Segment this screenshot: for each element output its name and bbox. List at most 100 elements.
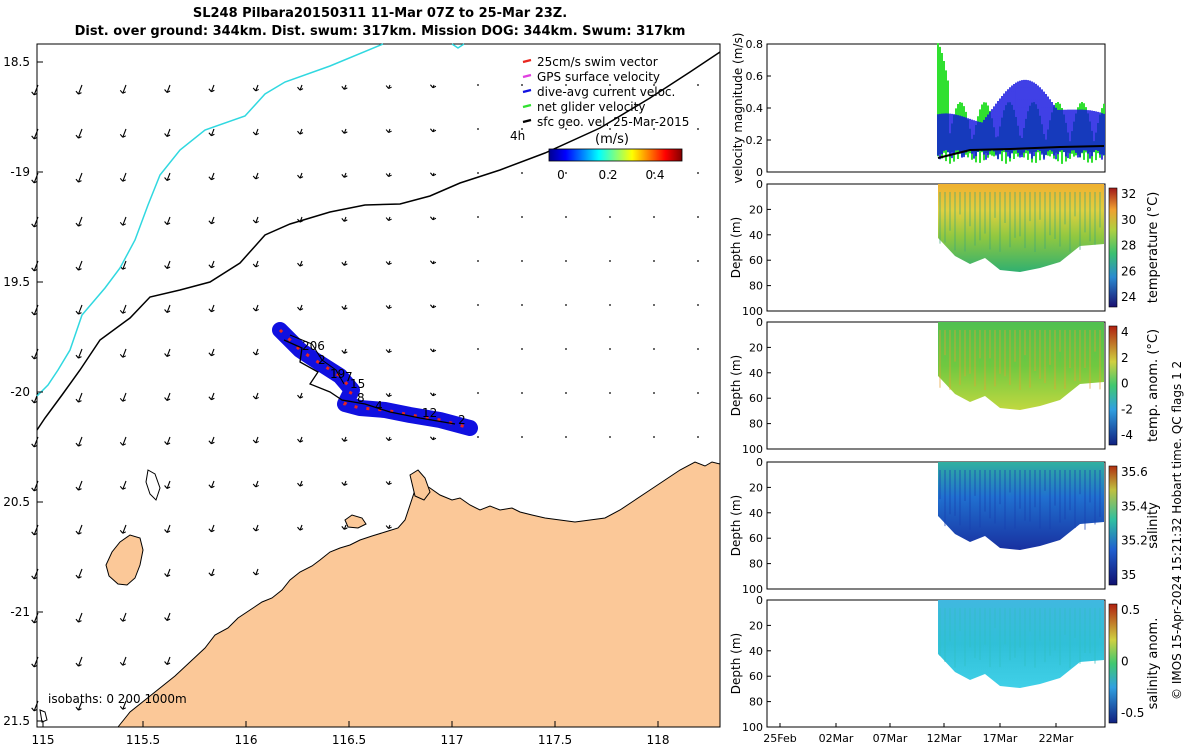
legend-swatch <box>522 103 532 109</box>
velocity-vector <box>385 128 392 134</box>
isobaths-label: isobaths: 0 200 1000m <box>48 692 187 706</box>
map-x-tick-label: 115.5 <box>126 733 160 747</box>
velocity-vector <box>653 436 655 438</box>
isobath-200m-line <box>451 43 465 49</box>
colorbar-tick-label: 0.4 <box>645 168 664 182</box>
velocity-vector <box>477 348 479 350</box>
depth-tick-label: 20 <box>749 203 763 216</box>
velocity-vector <box>341 172 348 178</box>
map-x-tick-label: 115 <box>32 733 55 747</box>
velocity-vector <box>75 260 83 271</box>
depth-tick-label: 40 <box>749 229 763 242</box>
velocity-vector <box>297 392 304 399</box>
velocity-vector <box>75 612 83 623</box>
section-colorbar <box>1108 187 1118 308</box>
velocity-vector <box>75 568 83 579</box>
velocity-vector <box>164 480 171 490</box>
section-data-field <box>938 462 1104 550</box>
velocity-vector <box>653 84 655 86</box>
velocity-vector <box>429 128 437 133</box>
velocity-vector <box>164 304 171 314</box>
depth-axis-label: Depth (m) <box>729 495 743 556</box>
depth-axis-label: Depth (m) <box>729 217 743 278</box>
velocity-vector <box>521 128 523 130</box>
velocity-vector <box>75 216 83 227</box>
island <box>105 534 144 586</box>
isobath-200m-line <box>36 43 384 397</box>
velocity-vector <box>477 84 479 86</box>
time-axis: 25Feb 02Mar 07Mar 12Mar 17Mar 22Mar <box>763 723 1074 745</box>
velocity-vector <box>521 216 523 218</box>
velocity-vector <box>565 84 567 86</box>
map-y-tick-label: 19.5 <box>3 275 30 289</box>
island <box>344 514 367 529</box>
island <box>39 709 48 723</box>
velocity-vector <box>164 656 171 666</box>
velocity-vector <box>565 304 567 306</box>
velocity-vector <box>609 216 611 218</box>
colorbar-tick-label: 35.2 <box>1121 534 1148 548</box>
depth-tick-label: 20 <box>749 619 763 632</box>
velocity-vector <box>697 304 699 306</box>
velocity-vector <box>119 612 127 622</box>
velocity-vector <box>119 84 127 94</box>
colorbar-tick-label: 32 <box>1121 187 1136 201</box>
island <box>145 469 161 501</box>
velocity-vector <box>385 84 392 90</box>
velocity-vector <box>565 128 567 130</box>
time-tick-label: 02Mar <box>819 732 854 745</box>
depth-tick-label: 80 <box>749 558 763 571</box>
velocity-vector <box>252 172 259 180</box>
depth-tick-label: 40 <box>749 367 763 380</box>
velocity-vector <box>297 172 304 179</box>
colorbar-tick-label: 0 <box>1121 377 1129 391</box>
velocity-vector <box>31 700 39 712</box>
velocity-vector <box>565 348 567 350</box>
velocity-vector <box>75 172 83 183</box>
legend-swatch <box>522 58 532 64</box>
map-y-tick-label: -19 <box>10 165 30 179</box>
velocity-vector <box>31 216 39 228</box>
depth-tick-label: 100 <box>742 305 763 318</box>
map-y-tick-label: 20.5 <box>3 495 30 509</box>
velocity-vector <box>565 172 567 174</box>
velocity-vector <box>31 480 39 492</box>
legend-label: dive-avg current veloc. <box>537 85 675 99</box>
depth-tick-label: 100 <box>742 721 763 734</box>
velocity-vector <box>164 436 171 446</box>
legend-label: net glider velocity <box>537 100 645 114</box>
velocity-vector <box>341 524 348 530</box>
velocity-vector <box>521 84 523 86</box>
velocity-vector <box>297 84 304 91</box>
map-x-tick-label: 118 <box>647 733 670 747</box>
velocity-vector <box>341 260 348 266</box>
velocity-vector <box>208 260 215 269</box>
velocity-vector <box>252 392 259 400</box>
velocity-vector <box>297 304 304 311</box>
colorbar-label: temp. anom. (°C) <box>1146 329 1161 442</box>
colorbar-tick-label: 24 <box>1121 290 1136 304</box>
velocity-y-tick-label: 0.2 <box>746 134 764 147</box>
velocity-vector <box>609 436 611 438</box>
depth-tick-label: 0 <box>756 316 763 329</box>
velocity-vector <box>429 348 437 353</box>
colorbar-tick-label: 26 <box>1121 264 1136 278</box>
credit-text: © IMOS 15-Apr-2024 15:21:32 Hobart time.… <box>1170 360 1184 700</box>
legend-label: sfc geo. vel. 25-Mar-2015 <box>537 115 689 129</box>
colorbar-label: temperature (°C) <box>1146 192 1161 304</box>
velocity-vector <box>429 216 437 221</box>
colorbar-unit-label: (m/s) <box>595 132 629 147</box>
depth-tick-label: 100 <box>742 583 763 596</box>
velocity-vector <box>653 348 655 350</box>
section-data-texture <box>939 330 1101 390</box>
velocity-vector <box>297 128 304 135</box>
velocity-vector <box>385 436 392 442</box>
colorbar-tick-label: 0.2 <box>598 168 617 182</box>
velocity-vector <box>164 568 171 578</box>
velocity-vector <box>119 304 127 314</box>
time-tick-label: 17Mar <box>983 732 1018 745</box>
velocity-vector <box>653 216 655 218</box>
map-y-tick-label: -21 <box>10 605 30 619</box>
